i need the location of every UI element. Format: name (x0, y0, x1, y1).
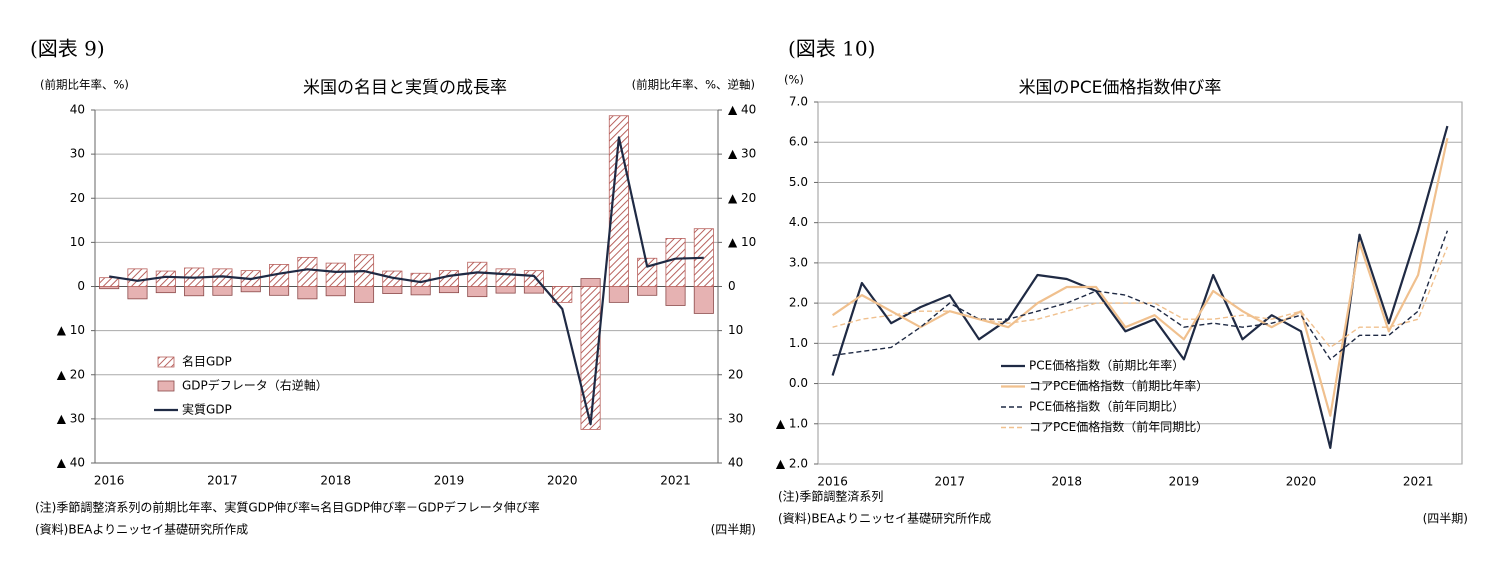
y-tick-label: 10 (70, 235, 85, 249)
bar (693, 286, 714, 314)
y-tick-label: 1.0 (789, 336, 808, 350)
bar (552, 286, 573, 303)
x-tick-label: 2016 (817, 475, 848, 489)
y-tick-label: 7.0 (789, 95, 808, 109)
bar (127, 268, 148, 287)
bar (495, 268, 516, 287)
x-tick-label: 2018 (1052, 475, 1083, 489)
bar (438, 270, 460, 287)
y-tick-label: ▲ 20 (57, 367, 85, 381)
line (831, 125, 1449, 449)
figure-label: (図表 10) (788, 37, 875, 61)
legend-label: PCE価格指数（前年同期比） (1029, 399, 1184, 414)
x-tick-label: 2016 (94, 474, 125, 488)
x-tick-label: 2019 (1169, 475, 1200, 489)
bar (155, 286, 176, 294)
y2-tick-label: ▲ 40 (728, 103, 756, 117)
line (831, 137, 1449, 417)
y2-tick-label: 0 (728, 279, 736, 293)
y-tick-label: ▲ 10 (57, 323, 85, 337)
note: (資料)BEAよりニッセイ基礎研究所作成 (35, 522, 248, 537)
legend-label: PCE価格指数（前期比年率） (1029, 358, 1184, 373)
bar (637, 286, 658, 296)
x-unit: (四半期) (711, 523, 756, 537)
bar (127, 286, 148, 300)
x-tick-label: 2018 (320, 474, 351, 488)
y-tick-label: 6.0 (789, 135, 808, 149)
bar (269, 286, 290, 296)
y2-tick-label: 40 (728, 456, 743, 470)
legend-label: コアPCE価格指数（前期比年率） (1029, 378, 1208, 393)
x-tick-label: 2021 (660, 474, 691, 488)
bar (240, 286, 261, 293)
y-axis-label: (前期比年率、%) (40, 78, 129, 92)
x-tick-label: 2020 (547, 474, 578, 488)
x-tick-label: 2020 (1286, 475, 1317, 489)
y2-tick-label: ▲ 30 (728, 147, 756, 161)
x-tick-label: 2019 (434, 474, 465, 488)
legend-label: 実質GDP (182, 402, 232, 417)
line (832, 230, 1449, 361)
y2-axis-label: (前期比年率、%、逆軸) (632, 78, 755, 92)
bar (297, 256, 318, 287)
line (109, 136, 704, 426)
bar (297, 286, 318, 300)
x-tick-label: 2017 (207, 474, 238, 488)
y-tick-label: 30 (70, 147, 85, 161)
bar (665, 238, 686, 287)
bar (382, 286, 403, 294)
y-tick-label: ▲ 40 (57, 456, 85, 470)
x-tick-label: 2017 (934, 475, 965, 489)
y-tick-label: 0 (77, 279, 85, 293)
y2-tick-label: ▲ 10 (728, 235, 756, 249)
chart-title: 米国の名目と実質の成長率 (303, 78, 507, 98)
bar (467, 286, 488, 298)
bar (325, 262, 346, 287)
x-unit: (四半期) (1423, 512, 1468, 526)
note: (資料)BEAよりニッセイ基礎研究所作成 (778, 511, 991, 526)
bar (608, 286, 629, 303)
y2-tick-label: 30 (728, 411, 743, 425)
legend-label: コアPCE価格指数（前年同期比） (1029, 419, 1208, 434)
bar (212, 286, 233, 296)
bar (184, 286, 205, 297)
bar (438, 286, 460, 294)
y2-tick-label: ▲ 20 (728, 191, 756, 205)
y-tick-label: 4.0 (789, 215, 808, 229)
x-tick-label: 2021 (1403, 475, 1434, 489)
y-tick-label: 2.0 (789, 296, 808, 310)
y-tick-label: ▲ 2.0 (776, 457, 808, 471)
y-tick-label: 5.0 (789, 175, 808, 189)
legend-swatch (157, 356, 175, 368)
y-tick-label: 0.0 (789, 376, 808, 390)
legend-label: 名目GDP (182, 354, 232, 369)
chart-title: 米国のPCE価格指数伸び率 (1019, 78, 1222, 98)
bar (580, 278, 601, 287)
bar (325, 286, 346, 297)
bar (580, 286, 601, 430)
bar (99, 277, 120, 287)
legend-label: GDPデフレータ（右逆軸） (182, 378, 328, 393)
y-axis-label: (%) (784, 73, 804, 87)
figure-label: (図表 9) (30, 37, 105, 61)
y-tick-label: 3.0 (789, 255, 808, 269)
bar (467, 261, 488, 287)
y-tick-label: ▲ 1.0 (776, 416, 808, 430)
bar (523, 286, 544, 294)
bar (353, 286, 375, 303)
note: (注)季節調整済系列の前期比年率、実質GDP伸び率≒名目GDP伸び率－GDPデフ… (35, 500, 540, 515)
line (832, 246, 1449, 349)
y2-tick-label: 10 (728, 323, 743, 337)
bar (665, 286, 686, 306)
y-tick-label: 40 (70, 103, 85, 117)
legend-swatch (157, 380, 175, 392)
bar (410, 286, 431, 296)
y2-tick-label: 20 (728, 367, 743, 381)
y-tick-label: ▲ 30 (57, 411, 85, 425)
note: (注)季節調整済系列 (778, 489, 883, 504)
y-tick-label: 20 (70, 191, 85, 205)
bar (495, 286, 516, 294)
